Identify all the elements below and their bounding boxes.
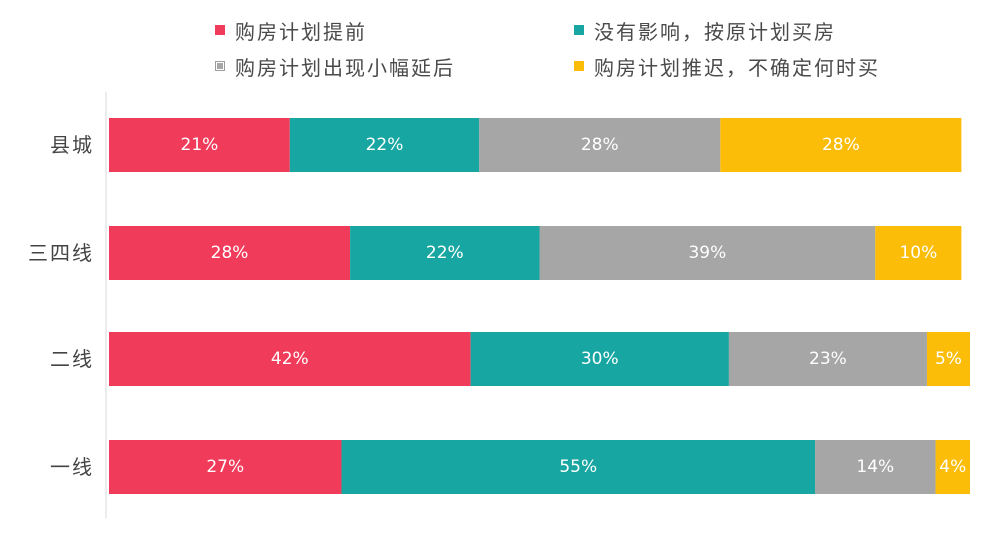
data-label: 28% [581, 135, 619, 155]
category-label: 三四线 [28, 241, 94, 265]
data-label: 14% [856, 457, 894, 477]
bar-segment [539, 226, 876, 280]
data-label: 22% [366, 135, 404, 155]
bar-segment [109, 118, 290, 172]
data-label: 21% [181, 135, 219, 155]
bar-segment [109, 440, 342, 494]
data-label: 30% [581, 349, 619, 369]
data-label: 5% [935, 349, 962, 369]
legend-swatch-series-4 [574, 61, 584, 71]
bar-segment [109, 332, 471, 386]
bar-segment [815, 440, 936, 494]
data-label: 27% [206, 457, 244, 477]
data-label: 28% [822, 135, 860, 155]
category-label: 二线 [50, 347, 94, 371]
legend-swatch-series-3 [215, 61, 225, 71]
legend-swatch-series-1 [215, 25, 225, 35]
bar-segment [470, 332, 729, 386]
data-label: 23% [809, 349, 847, 369]
legend-item-series-2: 没有影响，按原计划买房 [574, 15, 836, 45]
data-label: 4% [939, 457, 966, 477]
legend-swatch-series-2 [574, 25, 584, 35]
bar-segment [935, 440, 970, 494]
legend-label-series-3: 购房计划出现小幅延后 [235, 55, 455, 80]
legend-item-series-4: 购房计划推迟，不确定何时买 [574, 51, 880, 81]
legend-item-series-1: 购房计划提前 [215, 15, 367, 45]
legend: 购房计划提前 没有影响，按原计划买房 购房计划出现小幅延后 购房计划推迟，不确定… [0, 0, 990, 90]
data-label: 39% [688, 243, 726, 263]
bar-segment [350, 226, 540, 280]
bar-segment [728, 332, 927, 386]
data-label: 55% [559, 457, 597, 477]
legend-label-series-1: 购房计划提前 [235, 19, 367, 44]
legend-item-series-3: 购房计划出现小幅延后 [215, 51, 455, 81]
data-label: 28% [211, 243, 249, 263]
bar-segment [720, 118, 962, 172]
bar-segment [479, 118, 721, 172]
category-label: 一线 [50, 455, 94, 479]
category-label: 县城 [50, 133, 94, 157]
data-label: 42% [271, 349, 309, 369]
data-label: 22% [426, 243, 464, 263]
legend-label-series-2: 没有影响，按原计划买房 [594, 19, 836, 44]
bar-segment [875, 226, 962, 280]
legend-label-series-4: 购房计划推迟，不确定何时买 [594, 55, 880, 80]
bar-segment [926, 332, 970, 386]
data-label: 10% [899, 243, 937, 263]
bar-segment [109, 226, 351, 280]
bar-segment [341, 440, 816, 494]
bar-segment [289, 118, 480, 172]
